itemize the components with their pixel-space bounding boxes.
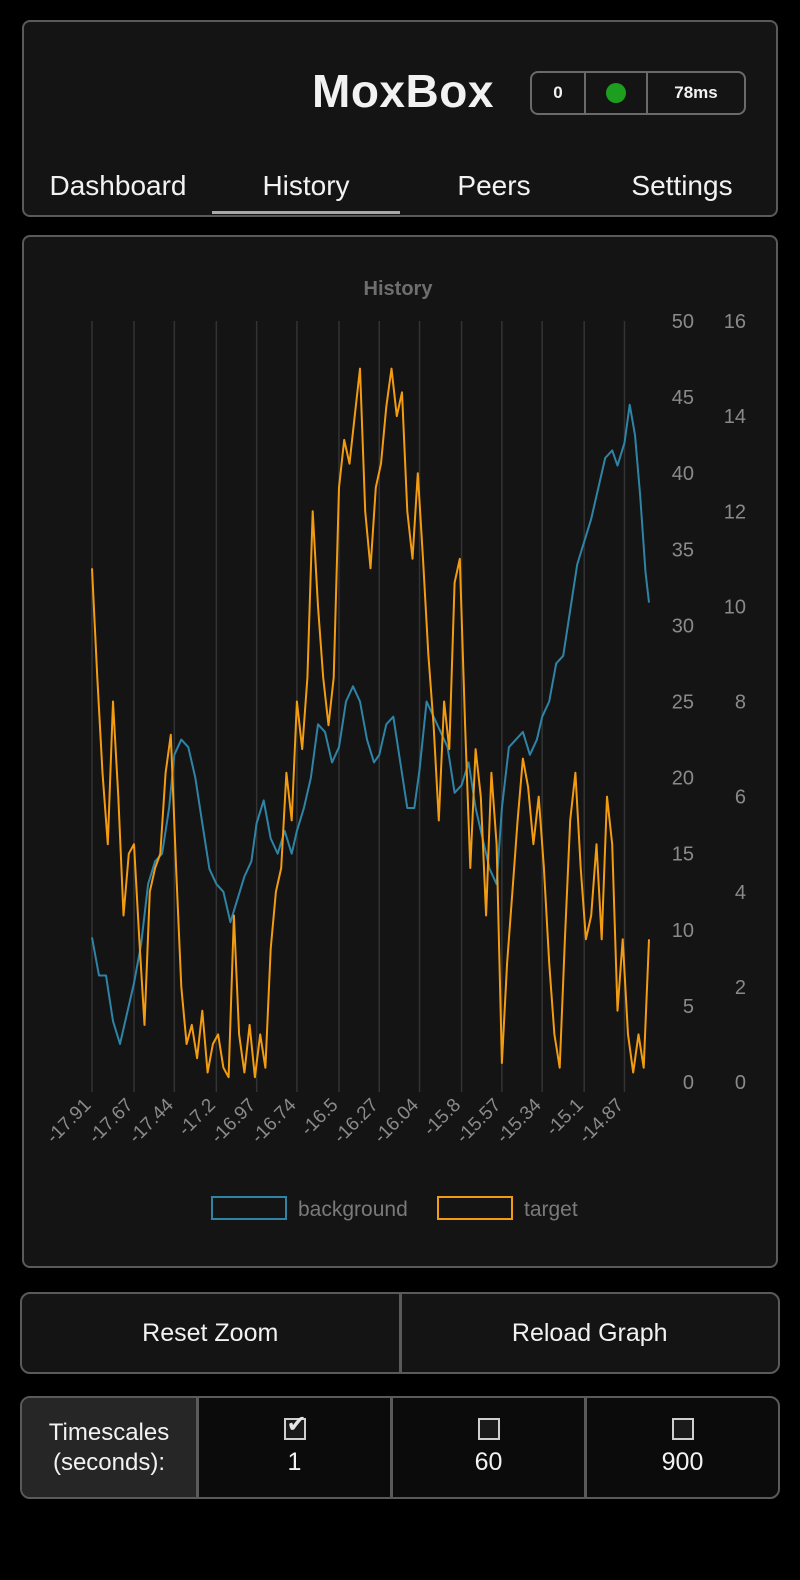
y-right-tick-label: 0	[735, 1072, 746, 1094]
nav-tabs: Dashboard History Peers Settings	[24, 164, 776, 214]
status-indicator-icon	[606, 83, 626, 103]
x-tick-label: -16.27	[330, 1095, 383, 1148]
legend-swatch-background	[211, 1196, 287, 1220]
y-right-tick-label: 6	[735, 787, 746, 809]
y-right-tick-label: 8	[735, 692, 746, 714]
y-left-tick-label: 50	[672, 311, 694, 333]
ping-readout: 78ms	[674, 83, 718, 102]
x-tick-label: -16.04	[370, 1094, 423, 1147]
timescale-checkbox-900[interactable]	[671, 1418, 694, 1440]
x-tick-label: -17.67	[85, 1095, 138, 1148]
x-tick-label: -15.57	[452, 1095, 505, 1148]
y-left-tick-label: 30	[672, 615, 694, 637]
y-right-tick-label: 14	[724, 406, 746, 428]
y-left-tick-label: 25	[672, 692, 694, 714]
app-title: MoxBox	[312, 65, 494, 117]
y-right-tick-label: 12	[724, 501, 746, 523]
x-tick-label: -17.91	[43, 1095, 96, 1148]
history-chart-card: History -17.91 -17.67 -17.44 -17.2 -16.97 -16.…	[22, 235, 778, 1268]
x-tick-label: -15.34	[493, 1094, 546, 1147]
status-indicator-cell	[586, 73, 648, 113]
tab-peers[interactable]: Peers	[457, 170, 531, 201]
y-left-tick-label: 15	[672, 844, 694, 866]
x-tick-label: -16.97	[207, 1095, 260, 1148]
timescale-value: 900	[661, 1448, 704, 1476]
timescale-option-1[interactable]: ✔ 1	[199, 1398, 390, 1497]
legend-label-background: background	[298, 1198, 408, 1221]
history-chart[interactable]: History-17.91-17.67-17.44-17.2-16.97-16.…	[24, 237, 776, 1266]
timescale-option-60[interactable]: 60	[390, 1398, 584, 1497]
checkmark-icon: ✔	[286, 1411, 307, 1438]
y-right-tick-label: 2	[735, 977, 746, 999]
series-line-target	[91, 367, 650, 1079]
y-left-tick-label: 0	[683, 1072, 694, 1094]
timescale-value: 1	[287, 1448, 302, 1476]
y-left-tick-label: 45	[672, 387, 694, 409]
timescale-checkbox-60[interactable]	[477, 1418, 500, 1440]
x-tick-label: -16.74	[248, 1094, 301, 1147]
chart-title: History	[364, 278, 434, 300]
y-left-tick-label: 10	[672, 920, 694, 942]
y-left-tick-label: 5	[683, 996, 694, 1018]
y-left-tick-label: 20	[672, 768, 694, 790]
status-bar: 0 78ms	[530, 71, 746, 115]
timescale-option-900[interactable]: 900	[584, 1398, 778, 1497]
legend-label-target: target	[524, 1198, 578, 1221]
tab-history[interactable]: History	[212, 164, 400, 214]
connection-count: 0	[532, 73, 586, 113]
graph-actions: Reset Zoom Reload Graph	[20, 1292, 780, 1374]
reload-graph-button[interactable]: Reload Graph	[398, 1294, 779, 1372]
y-left-tick-label: 35	[672, 539, 694, 561]
series-line-background	[91, 403, 650, 1045]
x-tick-label: -17.44	[125, 1094, 178, 1147]
timescale-checkbox-1[interactable]: ✔	[283, 1413, 307, 1440]
y-right-tick-label: 10	[724, 596, 746, 618]
legend-swatch-target	[437, 1196, 513, 1220]
x-tick-label: -14.87	[575, 1095, 628, 1148]
timescales-panel: Timescales (seconds): ✔ 1 60 900	[20, 1396, 780, 1499]
app-header: MoxBox 0 78ms Dashboard History Peers Se…	[22, 20, 778, 217]
y-left-tick-label: 40	[672, 463, 694, 485]
timescale-value: 60	[474, 1448, 503, 1476]
reset-zoom-button[interactable]: Reset Zoom	[142, 1318, 279, 1347]
timescales-label: Timescales (seconds):	[22, 1398, 199, 1497]
y-right-tick-label: 16	[724, 311, 746, 333]
tab-settings[interactable]: Settings	[631, 170, 733, 201]
y-right-tick-label: 4	[735, 882, 746, 904]
tab-dashboard[interactable]: Dashboard	[49, 170, 187, 201]
